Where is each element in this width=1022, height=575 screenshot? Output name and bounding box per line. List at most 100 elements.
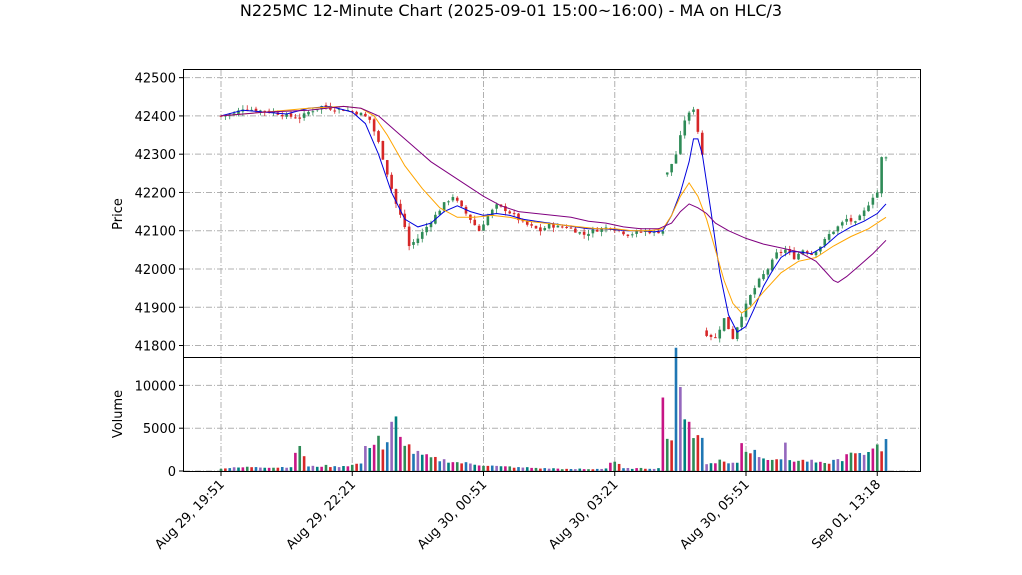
volume-bar xyxy=(460,463,463,471)
candle-body xyxy=(875,192,879,198)
volume-bar xyxy=(639,467,643,471)
volume-bar xyxy=(622,468,625,471)
candle xyxy=(368,116,372,124)
candle-body xyxy=(416,238,420,244)
candle-body xyxy=(880,157,883,194)
volume-bar xyxy=(298,445,302,471)
volume-bar xyxy=(237,467,240,471)
volume-bar xyxy=(403,445,407,471)
candle-body xyxy=(412,242,415,245)
candle-body xyxy=(289,113,293,117)
candle-body xyxy=(486,215,490,226)
candle xyxy=(797,252,800,261)
candle-body xyxy=(582,231,586,235)
candle-body xyxy=(849,218,853,222)
volume-y-tick-label: 10000 xyxy=(135,379,176,394)
volume-bar xyxy=(495,465,498,471)
candle-body xyxy=(797,253,800,260)
candle-body xyxy=(407,226,411,247)
volume-bar xyxy=(705,464,708,471)
candle-body xyxy=(705,330,708,336)
candle-body xyxy=(508,211,512,214)
candle-body xyxy=(770,259,774,271)
candle-body xyxy=(420,232,424,239)
candle xyxy=(674,150,678,164)
candle-body xyxy=(674,154,678,164)
candle-body xyxy=(302,113,306,118)
volume-bar xyxy=(250,467,253,471)
volume-bar xyxy=(469,463,472,471)
candle xyxy=(727,316,730,330)
volume-bar xyxy=(259,467,262,471)
candle xyxy=(455,196,459,203)
candle-body xyxy=(635,231,638,234)
candle-body xyxy=(512,213,516,215)
volume-bar xyxy=(355,463,358,471)
volume-bar xyxy=(595,468,599,471)
candle xyxy=(460,200,463,208)
volume-bar xyxy=(224,468,227,471)
volume-bar xyxy=(766,459,770,471)
volume-bar xyxy=(779,459,783,471)
candle xyxy=(871,194,875,209)
candle-body xyxy=(622,231,625,235)
candle xyxy=(543,226,547,231)
volume-bar xyxy=(232,467,236,471)
volume-bar xyxy=(762,458,765,471)
volume-bar xyxy=(674,347,678,471)
candle-body xyxy=(294,117,297,119)
volume-bar xyxy=(416,450,420,471)
candle-body xyxy=(630,234,634,236)
candle xyxy=(412,239,415,249)
candle-body xyxy=(683,120,687,136)
candle-body xyxy=(359,112,363,116)
volume-bar xyxy=(508,466,512,471)
candle xyxy=(280,111,284,120)
candle xyxy=(587,230,590,241)
candle xyxy=(595,226,599,232)
volume-bar xyxy=(788,460,792,471)
candle xyxy=(302,109,306,121)
x-tick-label: Aug 30, 05:51 xyxy=(677,477,753,553)
candle xyxy=(294,113,297,119)
chart-title: N225MC 12-Minute Chart (2025-09-01 15:00… xyxy=(240,1,782,20)
volume-bar xyxy=(333,466,337,471)
candle xyxy=(683,116,687,139)
volume-bar xyxy=(311,465,315,471)
candle xyxy=(355,110,358,116)
volume-bar xyxy=(552,468,555,471)
candle-body xyxy=(845,218,848,222)
candle-body xyxy=(394,189,398,204)
volume-bar xyxy=(442,459,446,471)
candle-body xyxy=(495,204,498,209)
x-tick-label: Sep 01, 13:18 xyxy=(809,477,884,552)
candle-body xyxy=(477,225,481,232)
price-y-tick-label: 41900 xyxy=(135,301,176,316)
candle-body xyxy=(259,110,262,112)
candle xyxy=(731,326,735,340)
volume-bar xyxy=(473,464,477,471)
candle xyxy=(622,230,625,236)
candle xyxy=(670,163,673,176)
candle xyxy=(749,294,752,307)
volume-bar xyxy=(696,435,700,471)
candle-body xyxy=(626,234,630,237)
candle-body xyxy=(862,210,866,217)
candle xyxy=(469,214,472,224)
volume-bar xyxy=(792,461,796,471)
candle-body xyxy=(657,231,660,234)
volume-bar xyxy=(840,461,844,471)
candle-body xyxy=(840,222,844,226)
candle-body xyxy=(718,329,722,339)
volume-bar xyxy=(372,444,376,471)
volume-bar xyxy=(276,467,280,471)
candle xyxy=(530,221,533,229)
volume-panel: 0 5000 10000 Volume xyxy=(111,347,921,480)
x-tick-label: Aug 29, 19:51 xyxy=(152,477,228,553)
candle-body xyxy=(753,288,757,295)
candle-body xyxy=(792,251,796,260)
candle-body xyxy=(740,316,743,328)
candle-body xyxy=(775,252,778,259)
candle-body xyxy=(364,113,367,117)
candle xyxy=(407,222,411,251)
